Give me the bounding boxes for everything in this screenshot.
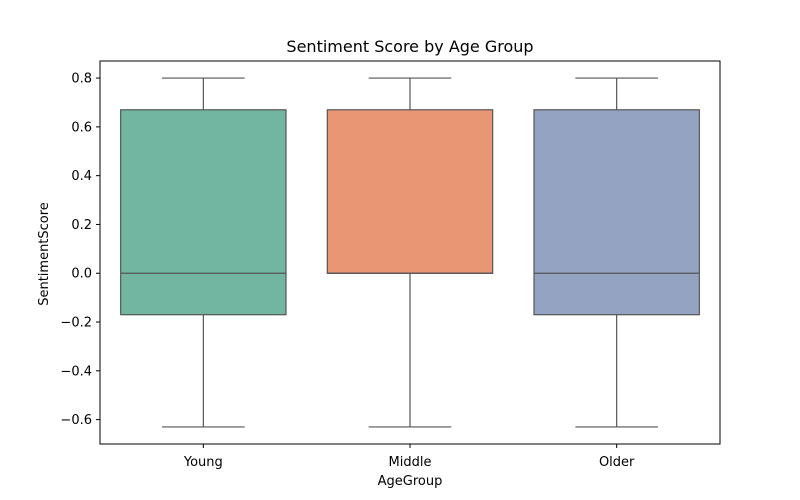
y-tick-label: −0.4 [60, 364, 92, 379]
y-tick-label: −0.6 [60, 413, 92, 428]
iqr-box [120, 109, 287, 316]
y-tick-label: 0.6 [71, 120, 92, 135]
x-axis: Young Middle Older [183, 444, 635, 470]
iqr-box [533, 109, 700, 316]
y-tick-label: 0.8 [71, 72, 92, 87]
box-older [533, 77, 700, 428]
y-tick-label: 0.0 [71, 267, 92, 282]
chart-title: Sentiment Score by Age Group [286, 37, 533, 56]
iqr-box [326, 109, 494, 274]
box-young [120, 77, 287, 428]
plot-frame [99, 60, 721, 445]
box-middle [326, 77, 494, 428]
y-tick-label: −0.2 [60, 316, 92, 331]
y-axis-label: SentimentScore [37, 202, 52, 306]
y-tick-label: 0.2 [71, 218, 92, 233]
y-axis: −0.6 −0.4 −0.2 0.0 0.2 0.4 0.6 0.8 [60, 72, 100, 428]
y-tick-label: 0.4 [71, 169, 92, 184]
plot-area [120, 77, 700, 428]
x-axis-label: AgeGroup [378, 474, 443, 489]
x-tick-label: Young [183, 455, 223, 470]
x-tick-label: Older [599, 455, 635, 470]
x-tick-label: Middle [389, 455, 432, 470]
